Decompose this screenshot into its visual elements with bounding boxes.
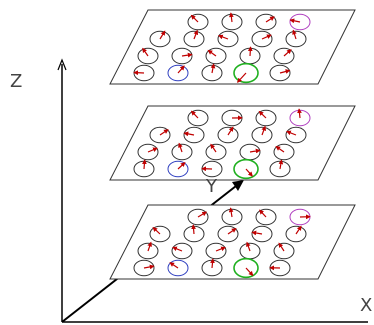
- z-label: Z: [10, 71, 22, 92]
- layer-plane: [110, 106, 355, 180]
- x-label: X: [360, 295, 372, 316]
- spin-arrow: [193, 225, 194, 234]
- spin-arrow: [250, 47, 251, 56]
- spin-arrow: [134, 72, 144, 73]
- diagram: Z Y X: [0, 0, 374, 325]
- y-arrow: [232, 180, 244, 191]
- spin-arrow: [144, 160, 145, 169]
- layers: [110, 10, 355, 279]
- layer-plane: [110, 10, 355, 84]
- y-label: Y: [205, 176, 218, 197]
